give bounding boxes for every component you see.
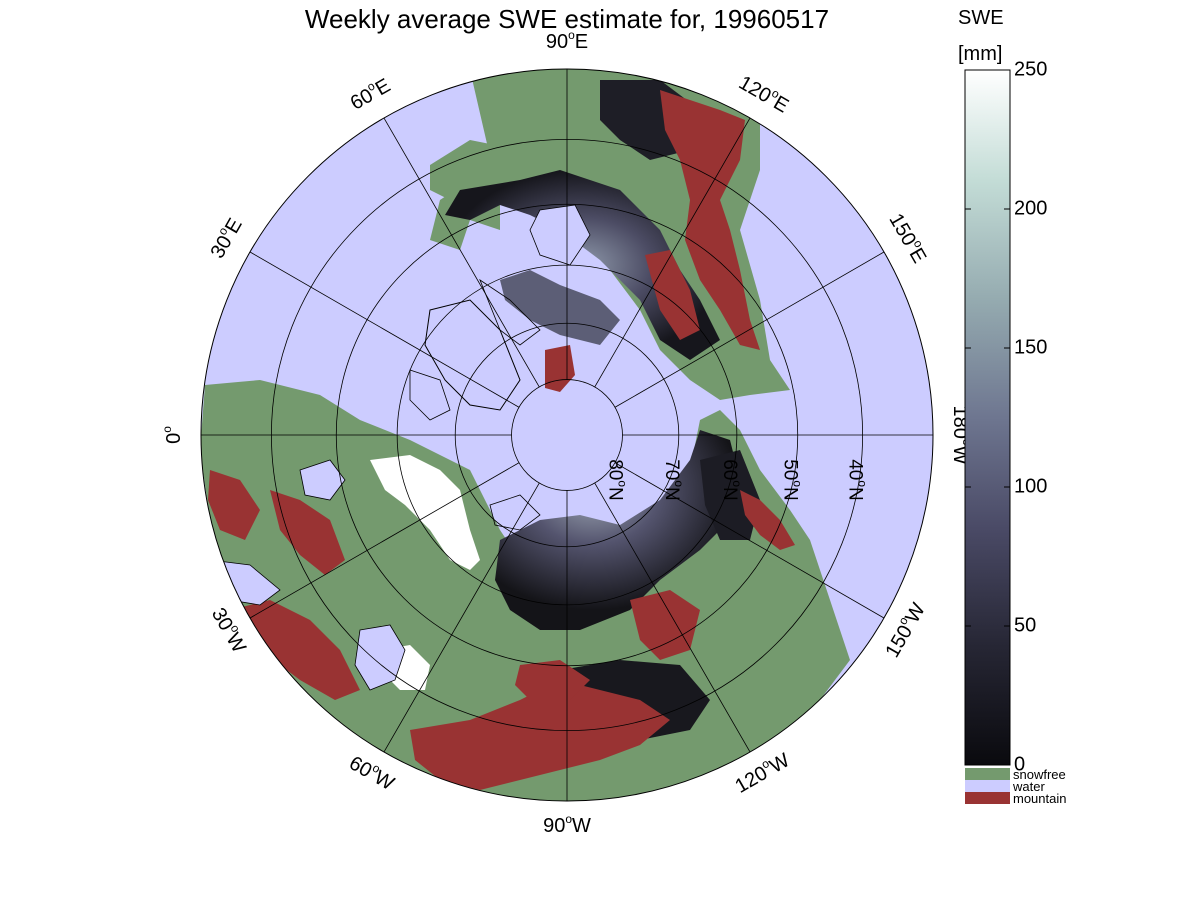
colorbar-ticks: 0 50 100 150 200 250 — [965, 58, 1047, 775]
swe-arctic-islands — [500, 270, 620, 345]
swe-canada — [445, 170, 720, 360]
latitude-label: 60oN — [719, 459, 744, 501]
colorbar-tick-label: 100 — [1014, 475, 1047, 497]
colorbar-tick-label: 50 — [1014, 614, 1036, 636]
meridian--150 — [614, 462, 885, 619]
longitude-label: 90oE — [546, 28, 588, 53]
arctic-outline-2 — [409, 369, 451, 421]
mountain-rockies — [660, 90, 760, 350]
meridian-60 — [383, 117, 540, 388]
latitude-label: 80oN — [604, 459, 629, 501]
longitude-label: 60oE — [345, 72, 394, 115]
longitude-label: 120oE — [735, 69, 794, 117]
longitude-label: 0o — [160, 426, 185, 444]
meridian-150 — [614, 251, 885, 408]
meridian-30 — [249, 251, 520, 408]
legend-swatch-mountain — [965, 792, 1010, 804]
arctic-outline-3 — [489, 494, 541, 531]
mountain-himalaya — [410, 680, 670, 790]
mountain-caucasus — [270, 490, 345, 575]
meridian--30 — [249, 462, 520, 619]
colorbar-tick-label: 150 — [1014, 336, 1047, 358]
latitude-label: 70oN — [661, 459, 686, 501]
legend-label-water: water — [1012, 779, 1045, 794]
longitude-label: 30oW — [207, 603, 253, 657]
mountain-alps — [230, 600, 360, 700]
mountain-canada-east — [645, 250, 700, 340]
colorbar-tick-label: 250 — [1014, 58, 1047, 80]
legend-label-mountain: mountain — [1013, 791, 1066, 806]
swe-north-asia — [700, 450, 760, 540]
colorbar-tick-label: 200 — [1014, 197, 1047, 219]
latitude-label: 50oN — [780, 459, 805, 501]
longitude-label: 150oE — [884, 208, 932, 267]
longitude-label: 60oW — [345, 750, 399, 796]
meridian--120 — [594, 482, 751, 753]
meridian-120 — [594, 117, 751, 388]
longitude-label: 90oW — [543, 812, 591, 837]
mountain-baffin — [545, 345, 575, 392]
mountain-tibet — [515, 660, 590, 700]
graticule — [201, 69, 933, 801]
colorbar-title-line1: SWE — [958, 7, 1004, 29]
mountain-east-siberia — [630, 590, 700, 660]
polar-map — [201, 69, 933, 801]
legend-swatch-snowfree — [965, 768, 1010, 780]
legend-label-snowfree: snowfree — [1013, 767, 1066, 782]
water-baltic — [299, 459, 346, 501]
meridian--60 — [383, 482, 540, 753]
legend-swatch-water — [965, 780, 1010, 792]
latitude-labels: 80oN 70oN 60oN 50oN 40oN — [604, 459, 869, 501]
colorbar: SWE [mm] 0 50 100 150 200 250 — [958, 7, 1047, 775]
colorbar-title-line2: [mm] — [958, 43, 1002, 65]
colorbar-gradient — [964, 69, 1011, 766]
mountain-kamchatka — [740, 490, 795, 550]
arctic-outline-1 — [479, 278, 541, 346]
longitude-label: 30oE — [204, 213, 247, 262]
snow-scandinavia — [370, 455, 480, 570]
swe-siberia — [495, 430, 740, 630]
latitude-label: 40oN — [845, 459, 870, 501]
mountain-europe-west — [208, 470, 260, 540]
colorbar-tick-label: 0 — [1014, 753, 1025, 775]
category-legend: snowfree water mountain — [965, 767, 1066, 806]
map-border — [200, 68, 934, 802]
map-title: Weekly average SWE estimate for, 1996051… — [305, 4, 829, 34]
